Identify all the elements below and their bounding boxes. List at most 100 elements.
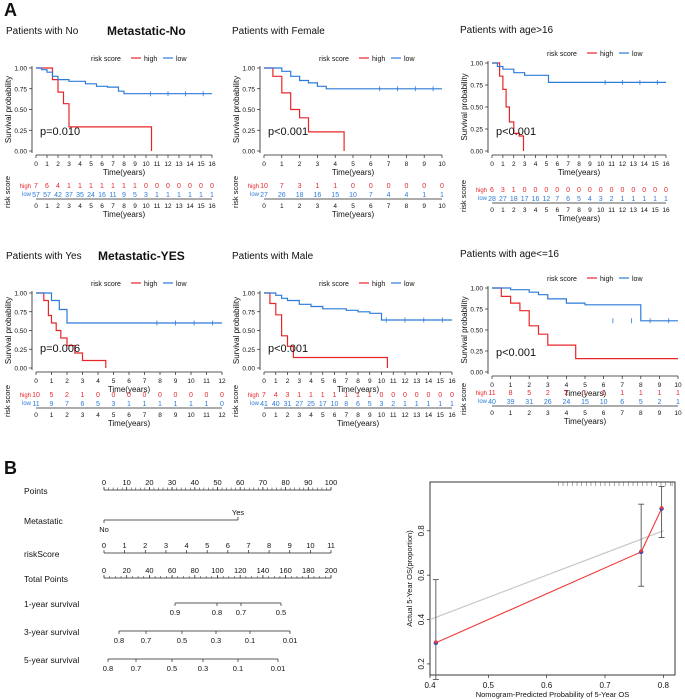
risk-count-high: 0: [387, 183, 391, 190]
risk-count-high: 3: [501, 187, 505, 194]
y-tick-label: 1.00: [470, 286, 483, 293]
risk-x-tick-label: 10: [142, 203, 150, 210]
risk-count-high: 0: [631, 187, 635, 194]
x-tick-label: 2: [286, 378, 290, 385]
x-tick-label: 1: [274, 378, 278, 385]
risk-count-low: 1: [210, 192, 214, 199]
risk-count-low: 17: [319, 401, 327, 408]
x-tick-label: 6: [333, 378, 337, 385]
y-tick-label: 0.00: [14, 149, 27, 156]
x-tick-label: 0: [490, 161, 494, 168]
risk-count-high: 1: [321, 392, 325, 399]
calibration-line: [435, 508, 663, 644]
risk-table-label: risk score: [3, 385, 12, 417]
legend-low-label: low: [404, 56, 415, 63]
risk-count-low: 3: [112, 401, 116, 408]
x-tick-label: 15: [437, 378, 445, 385]
risk-x-tick-label: 3: [81, 412, 85, 419]
risk-count-high: 1: [100, 183, 104, 190]
risk-count-high: 1: [315, 183, 319, 190]
risk-count-high: 7: [262, 392, 266, 399]
risk-count-low: 7: [65, 401, 69, 408]
points-tick-label: 70: [259, 478, 267, 487]
risk-row-high-label: high: [476, 188, 487, 194]
x-tick-label: 6: [100, 161, 104, 168]
risk-count-low: 57: [43, 192, 51, 199]
points-tick-label: 30: [168, 478, 176, 487]
x-tick-label: 12: [218, 378, 226, 385]
metastatic-tick-label: Yes: [232, 508, 244, 517]
y-tick-label: 0.50: [470, 105, 483, 112]
risk-x-tick-label: 8: [577, 207, 581, 214]
x-tick-label: 2: [65, 378, 69, 385]
risk-count-high: 3: [286, 392, 290, 399]
risk-count-low: 16: [314, 192, 322, 199]
km-panel-4: Patients with Yes Metastatic-YES risk scor…: [3, 249, 226, 428]
y-tick-label: 0.00: [242, 149, 255, 156]
risk-count-low: 1: [422, 192, 426, 199]
km-curve-low: [264, 67, 442, 90]
risk-count-low: 6: [566, 196, 570, 203]
risk-x-tick-label: 7: [111, 203, 115, 210]
total-points-tick-label: 160: [279, 566, 292, 575]
p-value: p<0.001: [268, 343, 308, 355]
y-tick-label: 0.25: [242, 128, 255, 135]
risk-count-low: 1: [143, 401, 147, 408]
risk-x-tick-label: 11: [390, 412, 397, 419]
nomogram-row-label: 1-year survival: [24, 599, 79, 609]
x-tick-label: 5: [545, 161, 549, 168]
km-curve-high: [492, 62, 525, 151]
risk-x-tick-label: 5: [583, 410, 587, 417]
km-panel-6: Patients with age<=16 risk score high low 0.…: [459, 249, 682, 426]
x-tick-label: 8: [405, 161, 409, 168]
risk-table-label: risk score: [459, 180, 468, 212]
x-tick-label: 14: [641, 161, 649, 168]
risk-x-tick-label: 4: [565, 410, 569, 417]
risk-x-tick-label: 6: [100, 203, 104, 210]
risk-count-high: 0: [380, 392, 384, 399]
risk-count-low: 31: [284, 401, 292, 408]
risk-count-high: 1: [297, 392, 301, 399]
risk-count-low: 2: [610, 196, 614, 203]
risk-x-tick-label: 6: [127, 412, 131, 419]
total-points-tick-label: 0: [102, 566, 106, 575]
risk-count-low: 1: [155, 192, 159, 199]
x-tick-label: 8: [577, 161, 581, 168]
risk-count-high: 1: [309, 392, 313, 399]
risk-x-tick-label: 10: [187, 412, 195, 419]
risk-x-tick-label: 1: [509, 410, 513, 417]
risk-count-low: 1: [158, 401, 162, 408]
calibration-plot: 0.4 0.5 0.6 0.7 0.8 0.2 0.4 0.6 0.8 Nomogram-Pred…: [405, 481, 676, 699]
riskscore-tick-label: 1: [123, 541, 127, 550]
risk-count-low: 24: [563, 399, 571, 406]
risk-count-high: 1: [512, 187, 516, 194]
risk-count-low: 1: [189, 401, 193, 408]
risk-x-tick-label: 4: [534, 207, 538, 214]
survival-1y-tick-label: 0.5: [276, 608, 286, 617]
risk-count-low: 3: [380, 401, 384, 408]
x-tick-label: 12: [619, 161, 627, 168]
risk-count-low: 1: [127, 401, 131, 408]
y-axis-label: Survival probability: [460, 73, 469, 140]
y-tick-label: 1.00: [242, 66, 255, 73]
x-tick-label: 16: [448, 378, 456, 385]
points-tick-label: 50: [213, 478, 221, 487]
risk-table-label: risk score: [3, 176, 12, 208]
risk-count-low: 27: [260, 192, 268, 199]
x-tick-label: 3: [81, 378, 85, 385]
risk-x-tick-label: 16: [448, 412, 456, 419]
risk-count-low: 10: [349, 192, 357, 199]
risk-count-low: 0: [220, 401, 224, 408]
x-tick-label: 9: [174, 378, 178, 385]
risk-count-low: 1: [438, 401, 442, 408]
risk-count-low: 10: [600, 399, 608, 406]
risk-count-high: 0: [610, 187, 614, 194]
y-tick-label: 1.00: [470, 61, 483, 68]
risk-count-high: 0: [555, 187, 559, 194]
y-tick-label: 0.25: [14, 128, 27, 135]
risk-row-low-label: low: [250, 192, 260, 198]
risk-count-low: 1: [440, 192, 444, 199]
risk-count-high: 0: [174, 392, 178, 399]
risk-x-tick-label: 9: [174, 412, 178, 419]
